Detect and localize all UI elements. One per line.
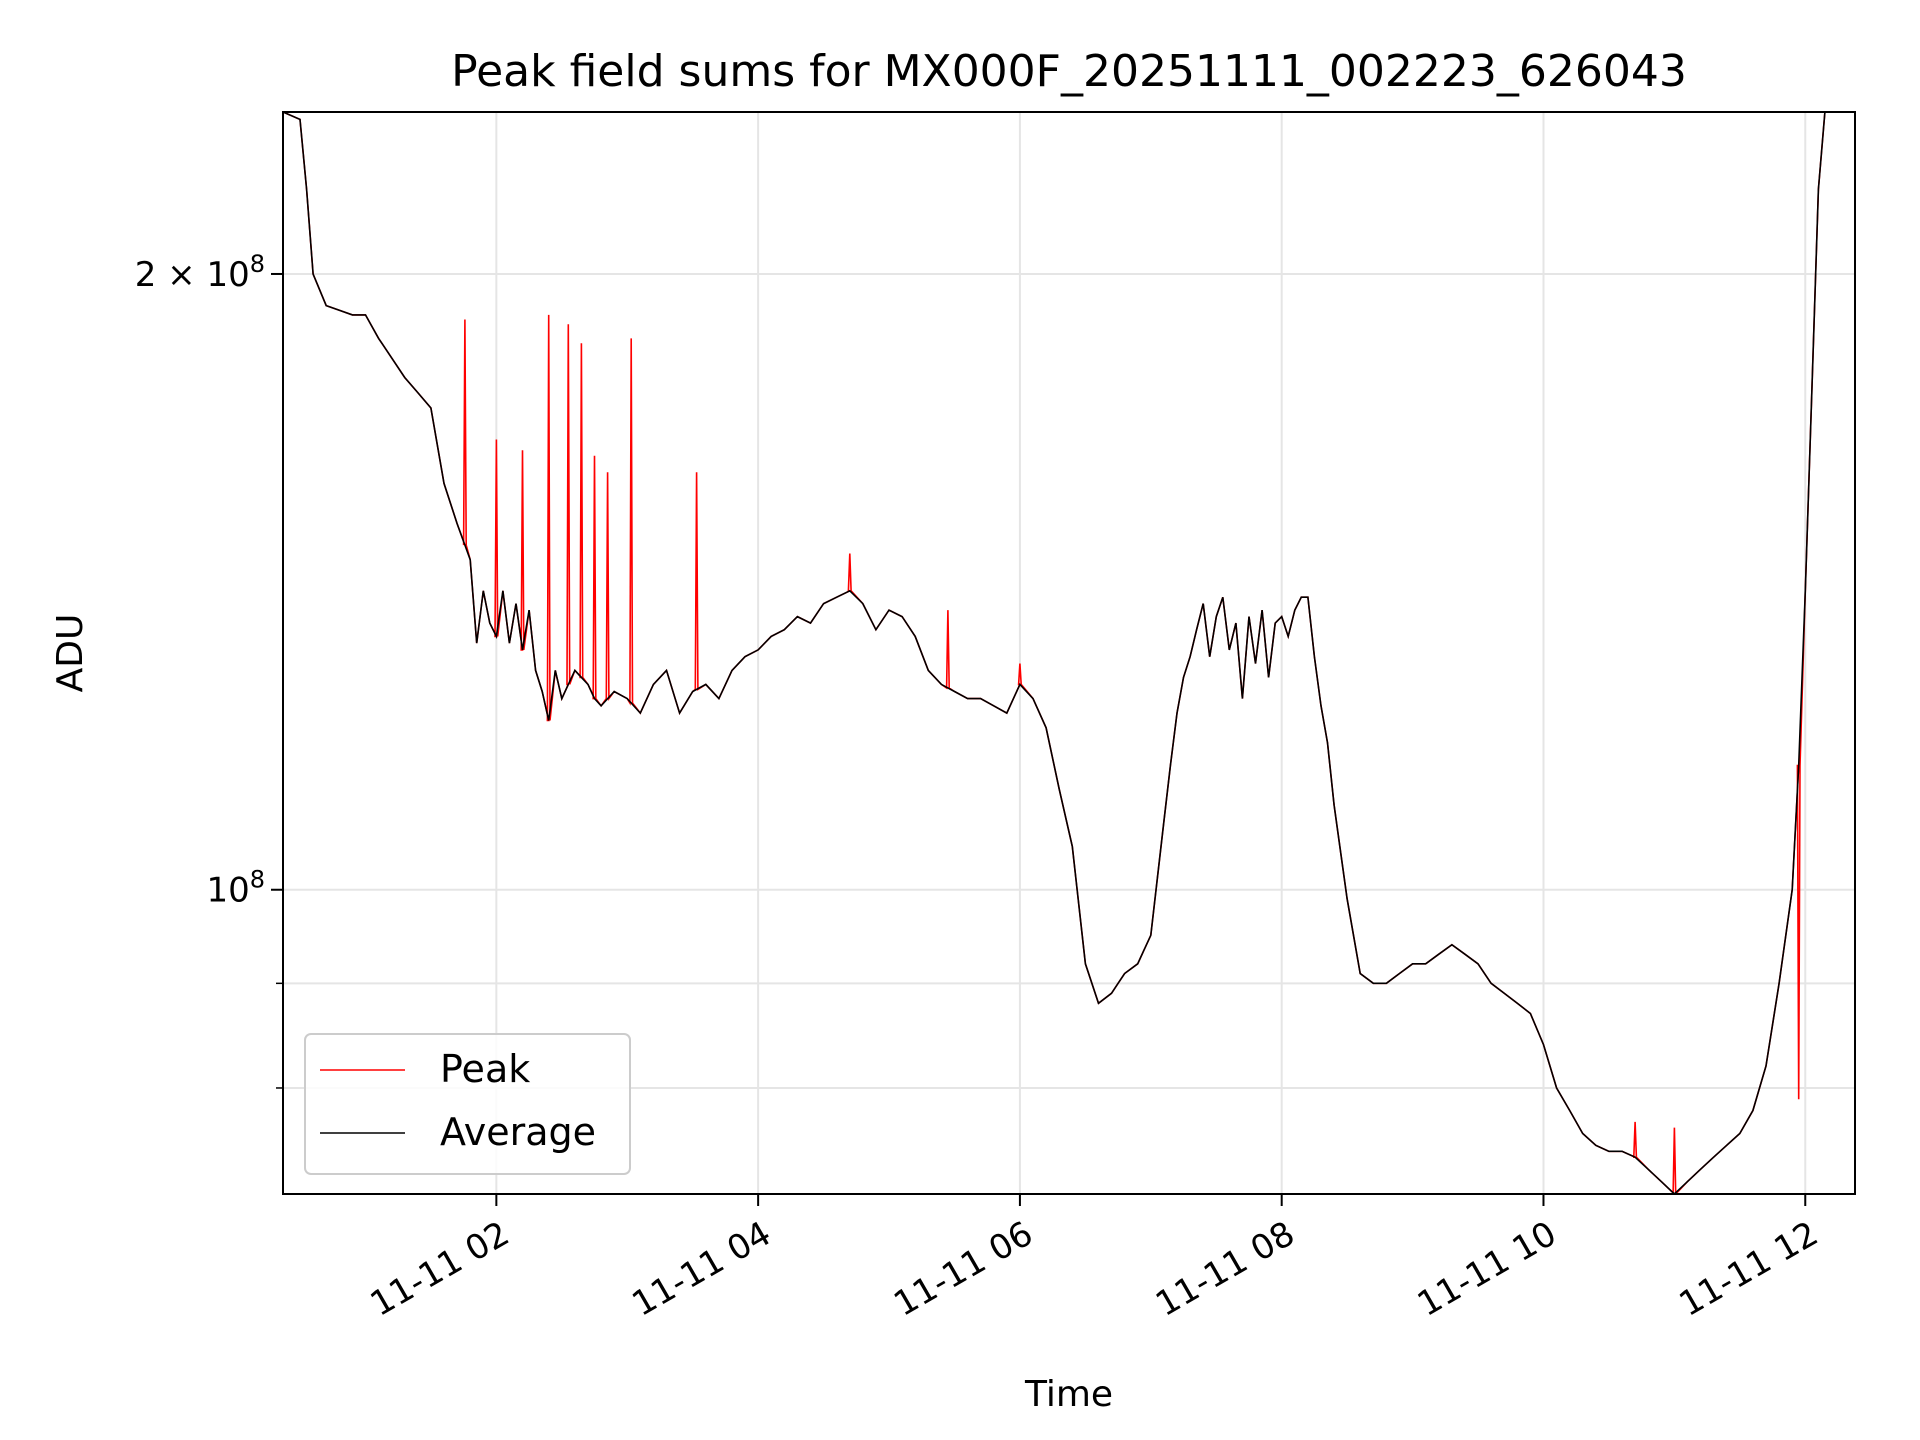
y-tick-label: 108 <box>206 866 265 911</box>
series-layer <box>283 112 1826 1194</box>
series-average-line <box>283 112 1826 1194</box>
y-axis-label: ADU <box>50 614 91 693</box>
grid <box>283 112 1855 1194</box>
y-axis: 108 2 × 108 <box>135 250 283 1089</box>
y-tick-label: 2 × 108 <box>135 250 265 295</box>
chart-title: Peak field sums for MX000F_20251111_0022… <box>451 46 1687 97</box>
legend-average-label: Average <box>440 1110 596 1154</box>
plot-frame <box>282 111 1856 1195</box>
x-axis-label: Time <box>1024 1374 1113 1415</box>
legend-box <box>304 1033 631 1175</box>
legend: Peak Average <box>304 1033 631 1175</box>
legend-peak-label: Peak <box>440 1047 530 1091</box>
